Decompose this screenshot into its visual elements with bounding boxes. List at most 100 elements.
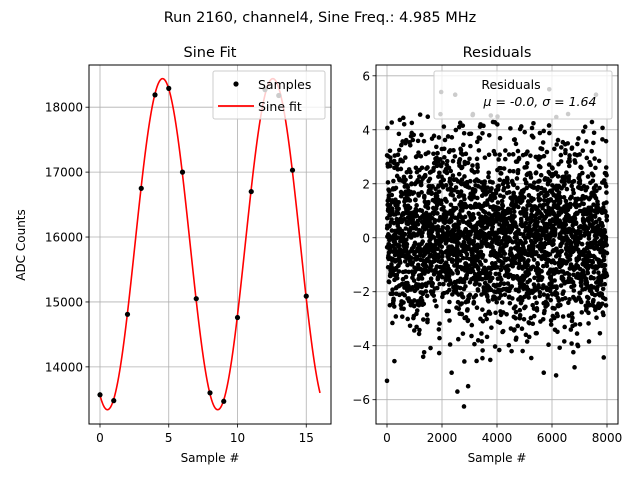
residual-point xyxy=(440,160,446,165)
residual-point xyxy=(439,258,445,264)
residual-point xyxy=(599,301,605,307)
residual-point xyxy=(571,288,577,293)
residual-point xyxy=(530,135,536,140)
residual-point xyxy=(497,177,503,183)
residual-point xyxy=(389,120,395,125)
residual-point xyxy=(534,250,539,255)
residual-point xyxy=(574,331,580,336)
residual-point xyxy=(582,217,587,223)
residual-point xyxy=(531,196,536,202)
residual-point xyxy=(493,261,498,266)
residual-point xyxy=(436,254,442,260)
residual-point xyxy=(575,271,581,277)
sample-point xyxy=(138,185,144,191)
residual-point xyxy=(396,147,402,153)
residual-point xyxy=(410,260,416,265)
residual-point xyxy=(490,244,495,250)
residual-point xyxy=(553,227,558,232)
residual-point xyxy=(534,308,540,313)
legend-residuals-stats: μ = -0.0, σ = 1.64 xyxy=(483,94,597,109)
residual-point xyxy=(411,132,417,138)
residual-point xyxy=(496,157,501,162)
residual-point xyxy=(389,217,394,222)
residual-point xyxy=(542,197,547,203)
residual-point xyxy=(519,198,525,204)
residual-point xyxy=(465,160,471,166)
sample-point xyxy=(97,392,103,398)
residual-point xyxy=(563,198,569,204)
residual-point xyxy=(549,281,554,286)
residual-point xyxy=(555,174,561,179)
residual-point xyxy=(406,269,412,275)
residual-point xyxy=(449,281,454,286)
residual-point xyxy=(437,335,442,341)
sample-point xyxy=(289,167,296,173)
residuals-xtick-label: 6000 xyxy=(537,431,568,445)
residual-point xyxy=(595,202,600,207)
residual-point xyxy=(525,160,530,166)
sine-fit-legend-box xyxy=(212,70,326,120)
residual-point xyxy=(431,133,437,139)
residual-point xyxy=(447,287,452,293)
residual-outlier-point xyxy=(572,365,577,370)
residual-point xyxy=(545,293,551,298)
residual-point xyxy=(511,182,517,188)
residual-point xyxy=(563,222,569,227)
residual-point xyxy=(504,312,509,317)
residual-point xyxy=(500,328,506,334)
residual-point xyxy=(495,200,501,205)
residual-point xyxy=(416,150,421,155)
residual-point xyxy=(597,185,602,191)
residual-outlier-point xyxy=(553,373,559,378)
residual-point xyxy=(425,114,431,120)
residual-point xyxy=(475,195,480,201)
residual-point xyxy=(530,321,536,327)
residual-point xyxy=(406,283,411,289)
residual-point xyxy=(434,155,440,161)
residual-point xyxy=(469,333,474,339)
residual-point xyxy=(562,295,568,301)
residual-point xyxy=(603,183,609,189)
residual-point xyxy=(527,320,532,326)
residual-point xyxy=(490,180,495,185)
sine-fit-legend: Samples Sine fit xyxy=(212,70,326,120)
residual-point xyxy=(603,235,609,240)
residual-point xyxy=(531,313,537,319)
residual-point xyxy=(416,193,422,198)
residual-point xyxy=(515,148,521,154)
residual-point xyxy=(416,331,422,337)
residual-point xyxy=(578,283,584,289)
residual-point xyxy=(391,296,396,302)
residuals-ytick-label: −4 xyxy=(352,339,370,353)
residual-point xyxy=(519,298,525,303)
residual-point xyxy=(420,239,425,244)
residual-point xyxy=(597,217,602,222)
residual-point xyxy=(500,310,506,315)
residual-point xyxy=(487,357,493,363)
residual-point xyxy=(540,140,546,145)
residual-point xyxy=(508,126,513,131)
residual-point xyxy=(460,294,466,300)
residual-point xyxy=(490,275,495,281)
residual-point xyxy=(480,252,486,258)
residual-point xyxy=(474,305,480,310)
residual-point xyxy=(557,198,563,204)
residual-point xyxy=(460,142,466,148)
residual-point xyxy=(497,135,503,141)
residual-point xyxy=(602,296,608,302)
residual-point xyxy=(604,218,610,223)
legend-sine-fit-label: Sine fit xyxy=(258,99,302,114)
residual-point xyxy=(526,287,531,293)
residual-point xyxy=(517,307,523,313)
residual-point xyxy=(524,180,529,185)
residual-point xyxy=(493,271,499,277)
residual-point xyxy=(561,195,567,200)
residual-point xyxy=(529,355,534,361)
residual-point xyxy=(527,278,533,283)
sample-point xyxy=(179,169,186,175)
residual-point xyxy=(513,309,519,315)
residual-point xyxy=(592,156,597,161)
residual-point xyxy=(499,241,504,246)
residual-point xyxy=(588,162,593,168)
